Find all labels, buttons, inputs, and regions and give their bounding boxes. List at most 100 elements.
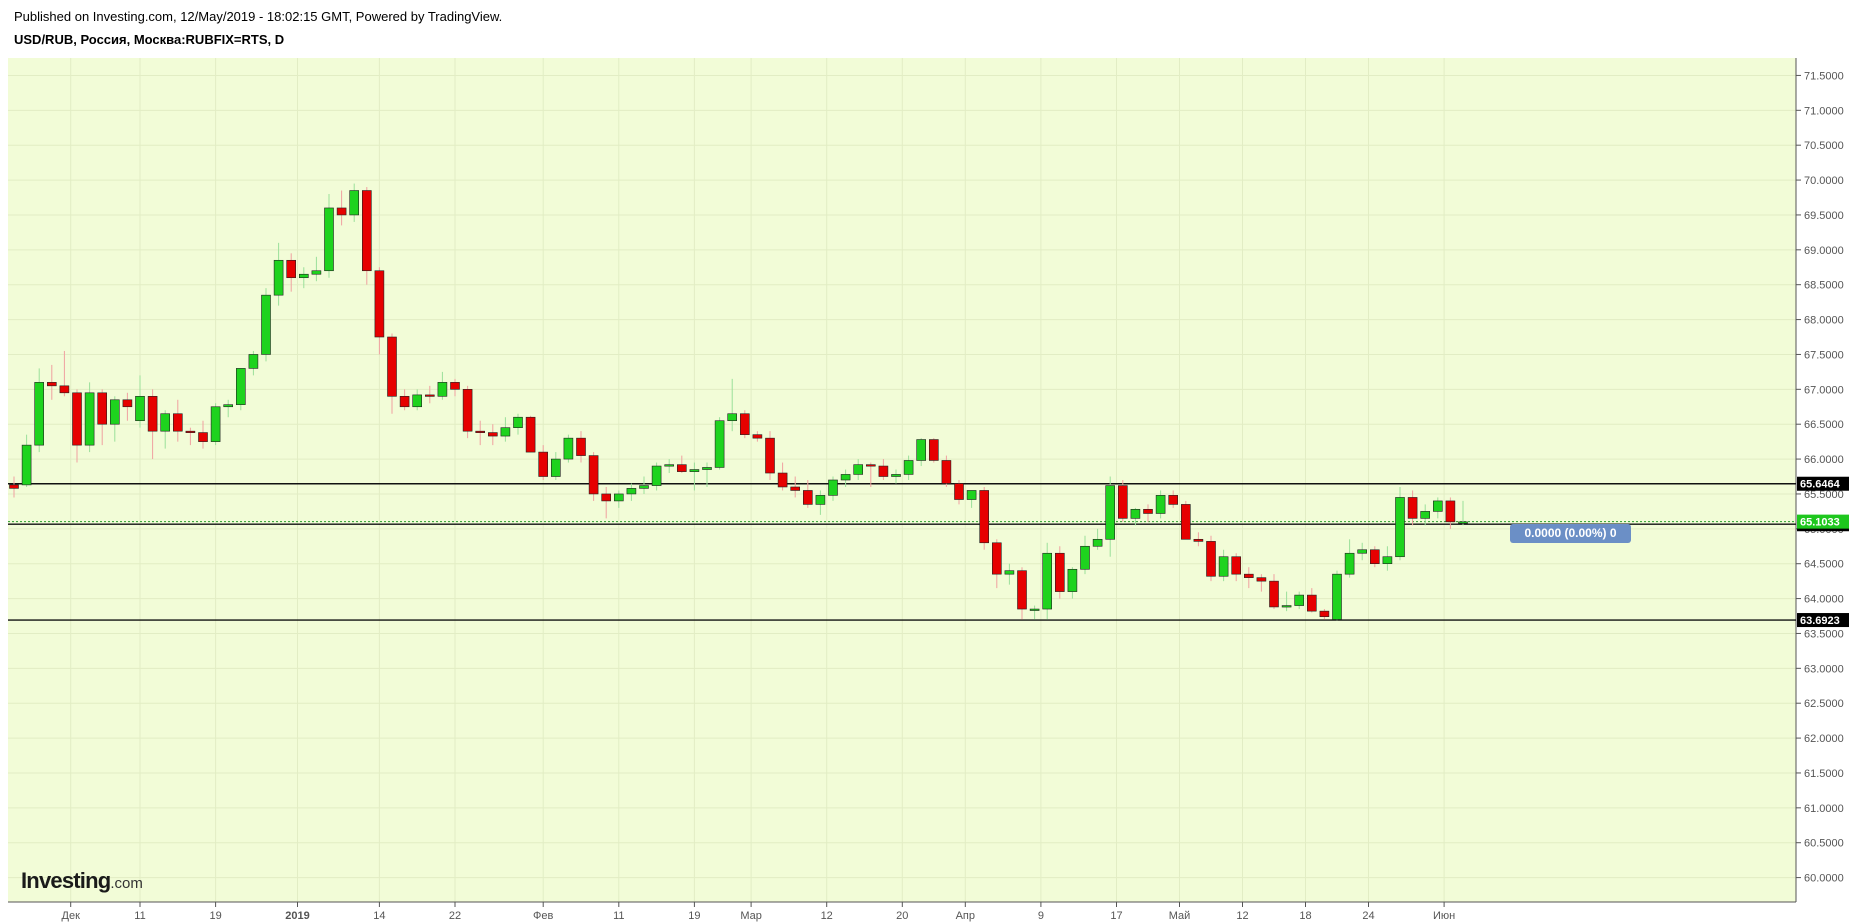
x-tick-label: 24 xyxy=(1362,910,1374,922)
x-tick-label: Апр xyxy=(956,910,975,922)
candle-body xyxy=(1206,541,1216,577)
y-tick-label: 63.0000 xyxy=(1804,663,1844,675)
candle-body xyxy=(1193,538,1204,542)
candle-body xyxy=(1269,580,1279,608)
y-tick-label: 62.0000 xyxy=(1804,733,1844,745)
horizontal-levels xyxy=(8,483,1796,621)
candle-body xyxy=(311,270,322,275)
candle-body xyxy=(878,465,889,477)
y-tick-label: 71.0000 xyxy=(1804,105,1844,117)
x-tick-label: 20 xyxy=(896,910,908,922)
y-tick-label: 66.0000 xyxy=(1804,454,1844,466)
candle-body xyxy=(1382,556,1393,565)
x-tick-label: 18 xyxy=(1299,910,1311,922)
candle-body xyxy=(261,294,271,355)
candle-body xyxy=(525,416,536,453)
candle-body xyxy=(1143,508,1153,514)
candle-body xyxy=(676,464,687,472)
y-tick-label: 68.5000 xyxy=(1804,280,1844,292)
candle-body xyxy=(991,542,1002,575)
candle-body xyxy=(336,207,347,216)
candle-body xyxy=(1017,570,1027,610)
candle-body xyxy=(298,273,309,279)
candle-body xyxy=(147,395,158,432)
candle-body xyxy=(374,270,385,338)
candle-body xyxy=(349,190,360,216)
candle-body xyxy=(324,207,334,272)
y-tick-label: 64.0000 xyxy=(1804,594,1844,606)
candle-body xyxy=(1281,605,1292,608)
x-tick-label: 17 xyxy=(1110,910,1122,922)
candle-body xyxy=(46,382,57,387)
y-tick-label: 68.0000 xyxy=(1804,315,1844,327)
candle-body xyxy=(1458,521,1468,524)
x-tick-label: 9 xyxy=(1038,910,1044,922)
y-tick-label: 71.5000 xyxy=(1804,70,1844,82)
x-tick-label: 11 xyxy=(613,910,624,922)
level-tag xyxy=(1797,476,1849,491)
candle-body xyxy=(210,406,221,442)
x-tick-label: 14 xyxy=(373,910,385,922)
y-tick-label: 62.5000 xyxy=(1804,698,1844,710)
candle-body xyxy=(727,413,738,422)
candle-body xyxy=(72,392,82,446)
candle-body xyxy=(487,432,498,437)
candle-body xyxy=(97,392,107,425)
candle-body xyxy=(601,493,612,502)
candle-body xyxy=(639,485,649,489)
y-tick-label: 69.0000 xyxy=(1804,245,1844,257)
candle-body xyxy=(815,495,826,505)
candle-body xyxy=(1332,573,1342,620)
candle-body xyxy=(361,190,372,272)
last-price-tag xyxy=(1797,514,1849,529)
x-tick-label: 12 xyxy=(821,910,833,922)
x-tick-label: 22 xyxy=(449,910,461,922)
candle-body xyxy=(752,434,763,439)
y-tick-label: 63.5000 xyxy=(1804,628,1844,640)
candle-body xyxy=(853,464,864,475)
candle-body xyxy=(613,493,624,502)
y-tick-label: 69.5000 xyxy=(1804,210,1844,222)
candle-body xyxy=(198,432,208,442)
candle-body xyxy=(135,395,145,422)
candle-body xyxy=(450,382,460,390)
candle-body xyxy=(412,394,423,408)
x-tick-label: 2019 xyxy=(285,910,309,922)
candle-body xyxy=(500,427,511,437)
change-badge: 0.0000 (0.00%) 0 xyxy=(1510,524,1631,543)
x-tick-label: 19 xyxy=(209,910,221,922)
candle-body xyxy=(891,474,901,477)
candle-body xyxy=(928,439,939,461)
symbol-line: USD/RUB, Россия, Москва:RUBFIX=RTS, D xyxy=(14,32,285,47)
candle-body xyxy=(1307,594,1317,612)
candle-body xyxy=(626,488,637,495)
candle-body xyxy=(802,490,813,505)
candle-body xyxy=(538,451,549,477)
candle-body xyxy=(790,486,801,491)
candle-body xyxy=(1080,545,1090,570)
candle-body xyxy=(563,437,574,460)
candle-body xyxy=(1445,500,1456,523)
y-tick-label: 64.5000 xyxy=(1804,559,1844,571)
candle-body xyxy=(437,382,448,397)
candle-body xyxy=(1105,485,1115,540)
time-axis[interactable]: Дек 11 19 2019 14 22 Фев 11 19 Мар 12 20 Апр 9 17 Май 12… xyxy=(62,902,1456,922)
candle-body xyxy=(1181,504,1191,540)
candle-body xyxy=(399,395,410,408)
candle-body xyxy=(122,399,133,408)
candle-body xyxy=(110,399,120,425)
candle-body xyxy=(475,430,486,433)
y-tick-label: 70.0000 xyxy=(1804,175,1844,187)
x-tick-label: Июн xyxy=(1433,910,1455,922)
candle-body xyxy=(1130,508,1141,519)
last-price-label: 65.1033 xyxy=(1800,517,1840,529)
candle-body xyxy=(1256,577,1267,582)
candle-body xyxy=(1433,500,1443,512)
candle-body xyxy=(550,458,561,477)
candle-body xyxy=(765,437,775,474)
price-axis[interactable]: 71.5000 71.0000 70.5000 70.0000 69.5000 69.00… xyxy=(1796,70,1844,885)
y-tick-label: 61.5000 xyxy=(1804,768,1844,780)
y-tick-label: 67.5000 xyxy=(1804,349,1844,361)
